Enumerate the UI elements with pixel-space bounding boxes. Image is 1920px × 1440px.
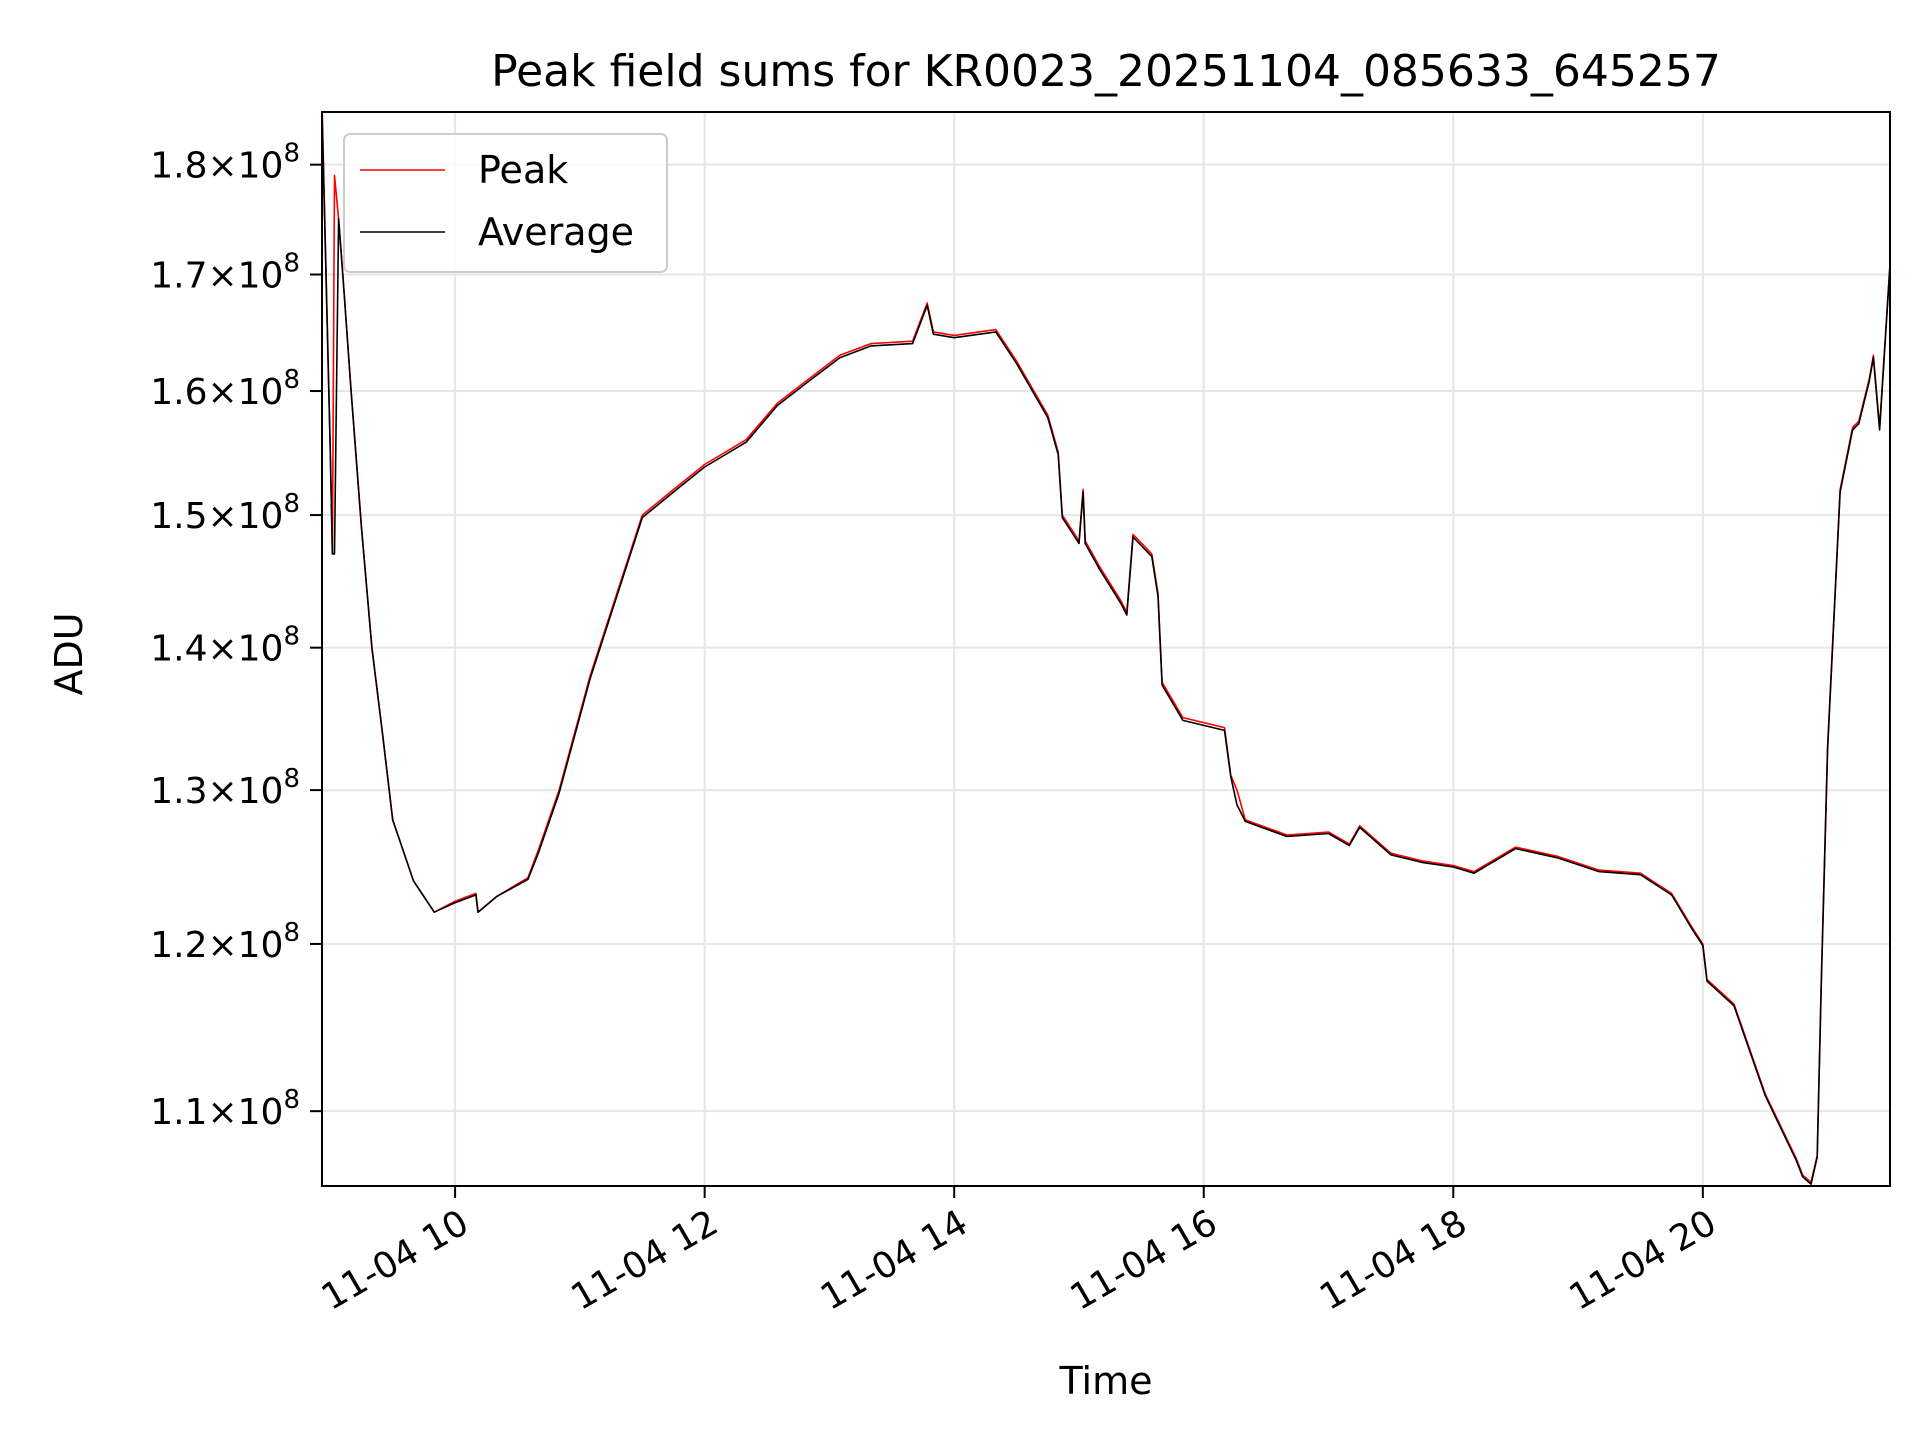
chart-title: Peak field sums for KR0023_20251104_0856…: [491, 46, 1721, 97]
legend-label-average: Average: [478, 210, 634, 254]
legend: Peak Average: [343, 133, 668, 273]
y-tick-label: 1.5×108: [150, 489, 300, 537]
x-axis-label: Time: [1059, 1359, 1153, 1403]
plot-area-frame: [321, 111, 1891, 1187]
grid: [322, 112, 1890, 1186]
y-tick-label: 1.1×108: [150, 1085, 300, 1133]
y-tick-label: 1.7×108: [150, 249, 300, 297]
y-tick-label: 1.2×108: [150, 918, 300, 966]
legend-label-peak: Peak: [478, 148, 568, 192]
y-axis-label: ADU: [47, 612, 91, 695]
y-tick-label: 1.3×108: [150, 764, 300, 812]
series-lines: [322, 112, 1890, 1185]
y-axis-ticks: 1.1×108 1.2×108 1.3×108 1.4×108 1.5×108 1.6×1…: [150, 139, 322, 1133]
y-tick-label: 1.8×108: [150, 139, 300, 187]
legend-box: [343, 133, 668, 273]
y-tick-label: 1.6×108: [150, 365, 300, 413]
series-line-average: [322, 112, 1890, 1185]
y-tick-label: 1.4×108: [150, 622, 300, 670]
